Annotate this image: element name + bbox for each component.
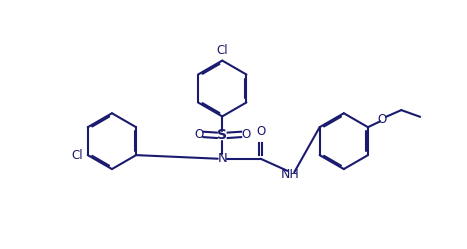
Text: N: N: [217, 152, 227, 165]
Text: NH: NH: [280, 168, 299, 181]
Text: Cl: Cl: [71, 149, 83, 162]
Text: O: O: [256, 125, 265, 138]
Text: O: O: [378, 113, 387, 125]
Text: O: O: [194, 128, 204, 141]
Text: S: S: [217, 128, 227, 142]
Text: O: O: [241, 128, 250, 141]
Text: Cl: Cl: [216, 44, 228, 57]
